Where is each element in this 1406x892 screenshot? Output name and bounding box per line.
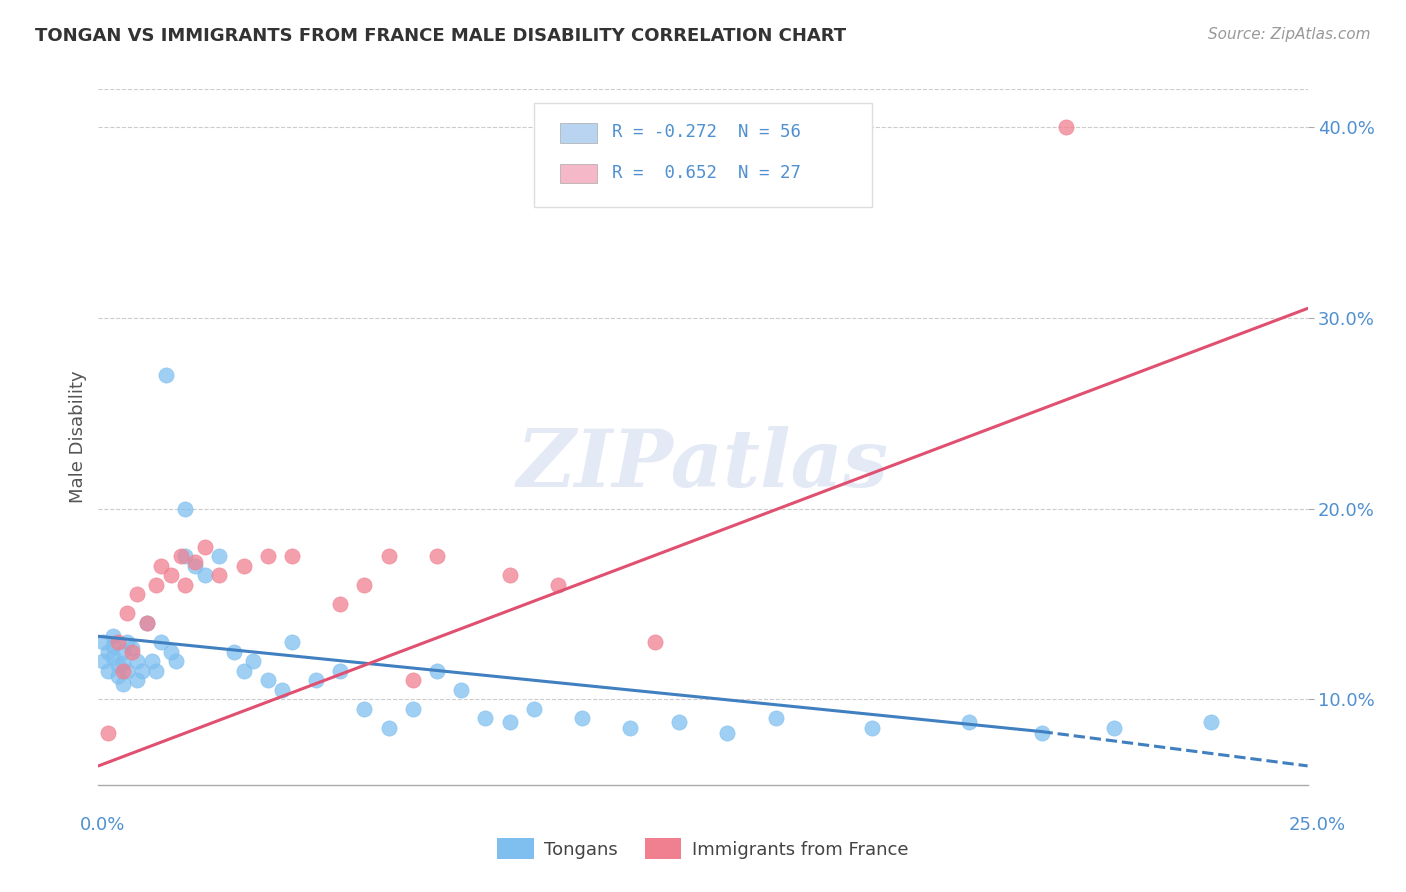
Point	[619, 721, 641, 735]
Point	[107, 657, 129, 672]
Point	[668, 714, 690, 729]
FancyBboxPatch shape	[561, 123, 596, 143]
Point	[107, 635, 129, 649]
Point	[184, 558, 207, 573]
Point	[150, 635, 173, 649]
Point	[117, 635, 139, 649]
Point	[111, 677, 134, 691]
Point	[184, 555, 207, 569]
Point	[329, 664, 352, 678]
Point	[111, 656, 134, 670]
Point	[1031, 726, 1053, 740]
Text: ZIPatlas: ZIPatlas	[517, 426, 889, 504]
Point	[716, 726, 738, 740]
Point	[644, 635, 666, 649]
Point	[1054, 120, 1077, 135]
Point	[194, 540, 217, 554]
Point	[1199, 714, 1222, 729]
Point	[145, 578, 167, 592]
Point	[498, 714, 520, 729]
Point	[111, 644, 134, 658]
Point	[127, 587, 149, 601]
Point	[353, 702, 375, 716]
Point	[165, 654, 187, 668]
FancyBboxPatch shape	[561, 163, 596, 183]
Point	[450, 682, 472, 697]
Point	[155, 368, 177, 383]
Point	[242, 654, 264, 668]
Point	[256, 549, 278, 564]
Point	[547, 578, 569, 592]
Point	[101, 639, 124, 653]
Text: TONGAN VS IMMIGRANTS FROM FRANCE MALE DISABILITY CORRELATION CHART: TONGAN VS IMMIGRANTS FROM FRANCE MALE DI…	[35, 27, 846, 45]
Point	[135, 615, 157, 630]
Point	[305, 673, 328, 687]
Y-axis label: Male Disability: Male Disability	[69, 371, 87, 503]
Point	[174, 501, 197, 516]
Point	[174, 549, 197, 564]
Point	[117, 664, 139, 678]
Point	[160, 568, 183, 582]
Point	[232, 664, 254, 678]
Point	[131, 664, 153, 678]
Point	[353, 578, 375, 592]
Point	[127, 654, 149, 668]
Point	[523, 702, 546, 716]
Point	[174, 578, 197, 592]
Point	[402, 702, 425, 716]
Point	[232, 558, 254, 573]
Point	[121, 640, 143, 655]
Text: R =  0.652  N = 27: R = 0.652 N = 27	[612, 164, 801, 182]
Text: Source: ZipAtlas.com: Source: ZipAtlas.com	[1208, 27, 1371, 42]
Point	[402, 673, 425, 687]
Point	[91, 654, 114, 668]
Point	[271, 682, 294, 697]
Point	[208, 568, 231, 582]
Point	[101, 629, 124, 643]
Point	[91, 635, 114, 649]
Text: R = -0.272  N = 56: R = -0.272 N = 56	[612, 123, 801, 141]
Legend: Tongans, Immigrants from France: Tongans, Immigrants from France	[491, 831, 915, 866]
Point	[97, 726, 120, 740]
Point	[426, 664, 449, 678]
Point	[117, 607, 139, 621]
Point	[145, 664, 167, 678]
Point	[97, 644, 120, 658]
Point	[208, 549, 231, 564]
Point	[194, 568, 217, 582]
Point	[281, 549, 304, 564]
Point	[127, 673, 149, 687]
Point	[150, 558, 173, 573]
Text: 0.0%: 0.0%	[80, 816, 125, 834]
Point	[169, 549, 191, 564]
Point	[498, 568, 520, 582]
Point	[101, 650, 124, 665]
Point	[121, 644, 143, 658]
FancyBboxPatch shape	[534, 103, 872, 208]
Point	[860, 721, 883, 735]
Point	[571, 711, 593, 725]
Point	[426, 549, 449, 564]
Text: 25.0%: 25.0%	[1289, 816, 1346, 834]
Point	[222, 644, 245, 658]
Point	[111, 664, 134, 678]
Point	[957, 714, 980, 729]
Point	[377, 721, 399, 735]
Point	[377, 549, 399, 564]
Point	[135, 615, 157, 630]
Point	[765, 711, 787, 725]
Point	[1102, 721, 1125, 735]
Point	[256, 673, 278, 687]
Point	[141, 654, 163, 668]
Point	[97, 664, 120, 678]
Point	[329, 597, 352, 611]
Point	[160, 644, 183, 658]
Point	[281, 635, 304, 649]
Point	[474, 711, 496, 725]
Point	[107, 669, 129, 683]
